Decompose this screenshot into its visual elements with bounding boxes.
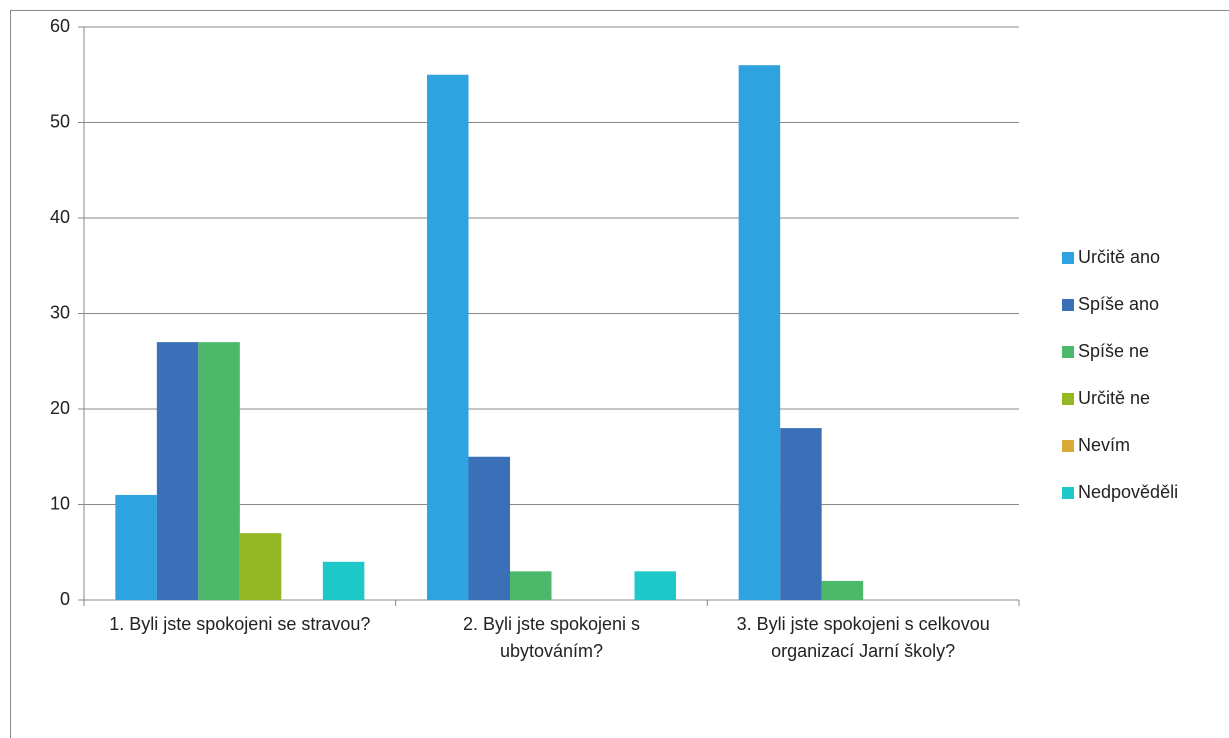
x-tick-label: 3. Byli jste spokojeni s celkovou organi… — [736, 614, 990, 661]
legend-swatch — [1062, 487, 1074, 499]
legend-swatch — [1062, 299, 1074, 311]
legend-label: Určitě ne — [1078, 388, 1150, 408]
legend-label: Spíše ano — [1078, 294, 1159, 314]
bar — [468, 456, 510, 600]
y-tick-label: 30 — [50, 302, 70, 322]
legend-label: Spíše ne — [1078, 341, 1149, 361]
y-tick-label: 0 — [60, 589, 70, 609]
x-tick-label: 1. Byli jste spokojeni se stravou? — [109, 614, 371, 634]
bar — [510, 571, 552, 600]
bar — [115, 494, 157, 600]
legend-label: Určitě ano — [1078, 247, 1160, 267]
bar — [634, 571, 676, 600]
legend-label: Nevím — [1078, 435, 1130, 455]
legend-label: Nedpověděli — [1078, 482, 1178, 502]
y-tick-label: 60 — [50, 16, 70, 36]
bar — [427, 74, 469, 600]
bar — [198, 342, 240, 600]
x-tick-label: 2. Byli jste spokojeni s ubytováním? — [462, 614, 641, 661]
bar — [322, 561, 365, 600]
legend-swatch — [1062, 440, 1074, 452]
bar — [780, 428, 822, 600]
bar — [156, 342, 199, 600]
bar — [821, 580, 864, 600]
y-tick-label: 20 — [50, 398, 70, 418]
y-tick-label: 50 — [50, 111, 70, 131]
chart-border — [10, 10, 1229, 738]
legend-swatch — [1062, 252, 1074, 264]
y-tick-label: 40 — [50, 207, 70, 227]
y-tick-label: 10 — [50, 493, 70, 513]
bar — [738, 65, 781, 600]
legend-swatch — [1062, 346, 1074, 358]
legend-swatch — [1062, 393, 1074, 405]
bar — [239, 533, 282, 600]
